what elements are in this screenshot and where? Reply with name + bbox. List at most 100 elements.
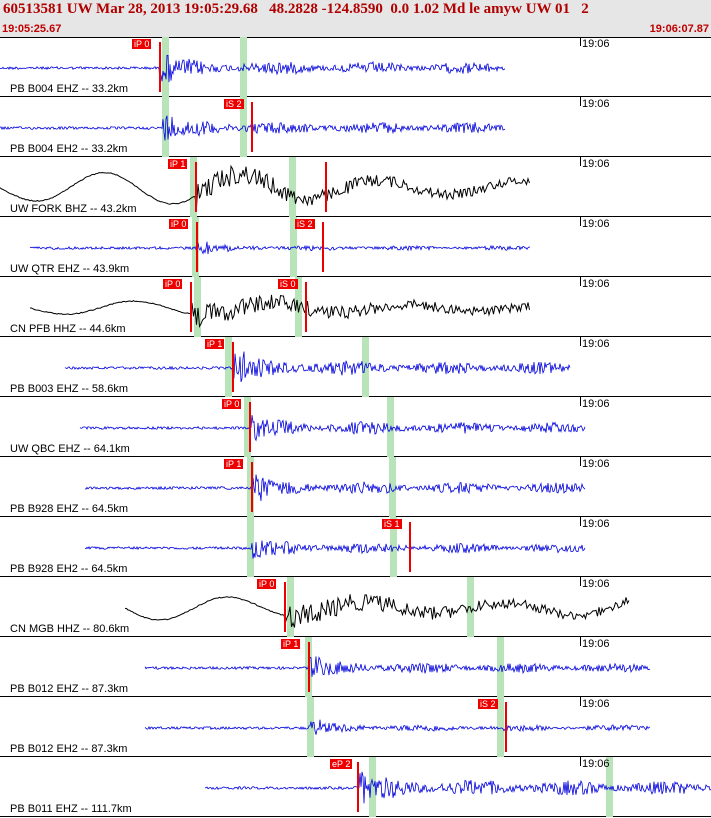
station-label: CN MGB HHZ -- 80.6km [10, 623, 130, 635]
station-label: PB B003 EHZ -- 58.6km [10, 383, 128, 395]
pick-marker-line[interactable] [505, 702, 507, 752]
pick-marker-line[interactable] [284, 582, 286, 632]
trace-panel[interactable]: iS 2 19:06 PB B012 EH2 -- 87.3km [0, 697, 711, 757]
waveform-trace [84, 540, 586, 559]
time-tick-label: 19:06 [582, 218, 610, 230]
time-tick-label: 19:06 [582, 638, 610, 650]
waveform-plot [84, 457, 586, 517]
pick-marker-line[interactable] [305, 282, 307, 332]
pick-marker-line[interactable] [357, 762, 359, 812]
phase-window-bar [190, 157, 197, 217]
waveform-trace [64, 351, 571, 383]
phase-pick-label[interactable]: iS 0 [278, 279, 298, 289]
phase-window-bar [289, 157, 296, 217]
time-tick [580, 337, 581, 346]
station-label: UW FORK BHZ -- 43.2km [10, 203, 137, 215]
station-label: CN PFB HHZ -- 44.6km [10, 323, 126, 335]
pick-marker-line[interactable] [159, 42, 161, 92]
trace-panel[interactable]: iS 2 19:06 PB B004 EH2 -- 33.2km [0, 97, 711, 157]
time-tick-label: 19:06 [582, 38, 610, 50]
time-tick [580, 97, 581, 106]
event-title: 60513581 UW Mar 28, 2013 19:05:29.68 48.… [3, 1, 589, 17]
trace-panel[interactable]: iP 1 19:06 PB B003 EHZ -- 58.6km [0, 337, 711, 397]
waveform-plot [144, 697, 651, 757]
station-label: PB B011 EHZ -- 111.7km [10, 803, 132, 815]
waveform-trace [0, 164, 530, 208]
phase-window-bar [194, 277, 201, 337]
phase-window-bar [240, 97, 247, 157]
phase-pick-label[interactable]: iP 0 [222, 399, 242, 409]
station-label: PB B012 EHZ -- 87.3km [10, 683, 128, 695]
pick-marker-line[interactable] [251, 102, 253, 152]
trace-panel[interactable]: iP 0 iS 2 19:06 UW QTR EHZ -- 43.9km [0, 217, 711, 277]
time-tick-label: 19:06 [582, 758, 610, 770]
phase-pick-label[interactable]: iP 0 [257, 579, 277, 589]
phase-window-bar [295, 277, 302, 337]
time-tick-label: 19:06 [582, 338, 610, 350]
pick-marker-line[interactable] [409, 522, 411, 572]
waveform-trace [204, 771, 711, 804]
station-label: PB B004 EH2 -- 33.2km [10, 143, 128, 155]
phase-window-bar [606, 757, 613, 817]
waveform-plot [204, 757, 711, 817]
time-tick [580, 637, 581, 646]
phase-pick-label[interactable]: iP 0 [163, 279, 183, 289]
trace-panel[interactable]: iP 0 19:06 PB B004 EHZ -- 33.2km [0, 37, 711, 97]
time-tick-label: 19:06 [582, 398, 610, 410]
pick-marker-line[interactable] [190, 282, 192, 332]
pick-marker-line[interactable] [196, 222, 198, 272]
trace-panel[interactable]: iP 1 19:06 PB B012 EHZ -- 87.3km [0, 637, 711, 697]
waveform-plot [0, 37, 506, 97]
phase-pick-label[interactable]: iS 2 [295, 219, 315, 229]
time-tick-label: 19:06 [582, 518, 610, 530]
phase-pick-label[interactable]: eP 2 [330, 759, 353, 769]
time-tick [580, 277, 581, 286]
time-tick [580, 157, 581, 166]
phase-pick-label[interactable]: iS 1 [382, 519, 402, 529]
pick-marker-line[interactable] [322, 222, 324, 272]
waveform-plot [29, 217, 531, 277]
phase-pick-label[interactable]: iP 0 [132, 39, 152, 49]
waveform-trace [84, 474, 586, 501]
waveform-trace [29, 294, 530, 328]
phase-window-bar [162, 37, 169, 97]
pick-marker-line[interactable] [251, 462, 253, 512]
phase-pick-label[interactable]: iP 1 [168, 159, 188, 169]
station-label: UW QBC EHZ -- 64.1km [10, 443, 130, 455]
waveform-trace [124, 594, 630, 628]
pick-marker-line[interactable] [308, 642, 310, 692]
trace-panel[interactable]: iP 0 19:06 UW QBC EHZ -- 64.1km [0, 397, 711, 457]
station-label: UW QTR EHZ -- 43.9km [10, 263, 130, 275]
waveform-plot [84, 517, 586, 577]
phase-pick-label[interactable]: iP 0 [169, 219, 189, 229]
time-tick-label: 19:06 [582, 158, 610, 170]
phase-pick-label[interactable]: iP 1 [281, 639, 301, 649]
waveform-trace [29, 241, 531, 255]
trace-panel[interactable]: iP 0 iS 0 19:06 CN PFB HHZ -- 44.6km [0, 277, 711, 337]
phase-pick-label[interactable]: iS 2 [478, 699, 498, 709]
trace-panel[interactable]: iS 1 19:06 PB B928 EH2 -- 64.5km [0, 517, 711, 577]
waveform-plot [64, 337, 571, 397]
phase-pick-label[interactable]: iS 2 [224, 99, 244, 109]
time-tick [580, 697, 581, 706]
waveform-trace [144, 656, 651, 677]
pick-marker-line[interactable] [195, 162, 197, 212]
pick-marker-line[interactable] [232, 342, 234, 392]
time-tick-label: 19:06 [582, 98, 610, 110]
waveform-plot [0, 157, 530, 217]
trace-panel[interactable]: eP 2 19:06 PB B011 EHZ -- 111.7km [0, 757, 711, 817]
event-header: 60513581 UW Mar 28, 2013 19:05:29.68 48.… [0, 0, 711, 38]
pick-marker-line[interactable] [325, 162, 327, 212]
seismogram-panels: iP 0 19:06 PB B004 EHZ -- 33.2km iS 2 19:06 P… [0, 37, 711, 818]
trace-panel[interactable]: iP 0 19:06 CN MGB HHZ -- 80.6km [0, 577, 711, 637]
phase-pick-label[interactable]: iP 1 [224, 459, 244, 469]
trace-panel[interactable]: iP 1 19:06 PB B928 EHZ -- 64.5km [0, 457, 711, 517]
phase-window-bar [244, 397, 251, 457]
trace-panel[interactable]: iP 1 19:06 UW FORK BHZ -- 43.2km [0, 157, 711, 217]
time-tick-label: 19:06 [582, 458, 610, 470]
station-label: PB B012 EH2 -- 87.3km [10, 743, 128, 755]
phase-pick-label[interactable]: iP 1 [205, 339, 225, 349]
pick-marker-line[interactable] [249, 402, 251, 452]
phase-window-bar [390, 517, 397, 577]
phase-window-bar [369, 757, 376, 817]
